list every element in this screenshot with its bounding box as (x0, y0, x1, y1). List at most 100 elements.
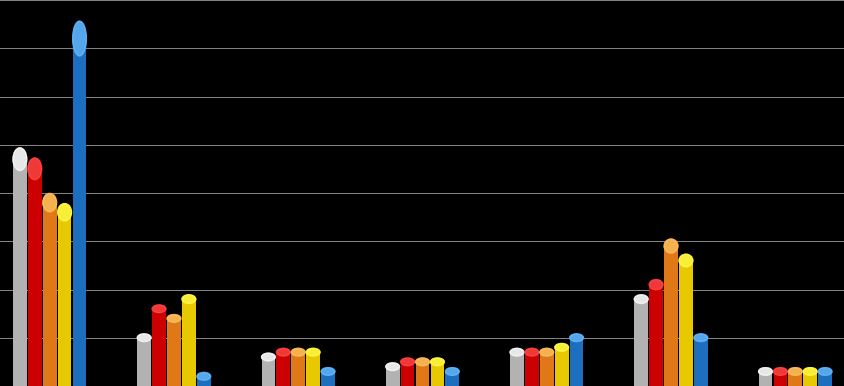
Ellipse shape (57, 203, 72, 221)
Ellipse shape (167, 315, 181, 322)
Ellipse shape (787, 367, 801, 375)
Ellipse shape (197, 372, 210, 380)
Ellipse shape (445, 367, 458, 375)
Bar (306, 352, 320, 386)
Ellipse shape (262, 353, 275, 361)
Ellipse shape (648, 279, 663, 290)
Ellipse shape (648, 279, 663, 290)
Ellipse shape (262, 353, 275, 361)
Bar (400, 362, 414, 386)
Ellipse shape (679, 254, 692, 267)
Ellipse shape (181, 295, 196, 303)
Ellipse shape (152, 305, 165, 313)
Bar (386, 367, 399, 386)
Ellipse shape (321, 367, 334, 375)
Ellipse shape (445, 367, 458, 375)
Ellipse shape (555, 344, 568, 351)
Ellipse shape (803, 367, 816, 375)
Bar (663, 246, 677, 386)
Ellipse shape (772, 367, 787, 375)
Bar (539, 352, 553, 386)
Ellipse shape (57, 203, 72, 221)
Bar (43, 203, 57, 386)
Ellipse shape (28, 158, 41, 180)
Ellipse shape (386, 363, 399, 371)
Ellipse shape (73, 21, 86, 56)
Bar (803, 371, 816, 386)
Ellipse shape (758, 367, 771, 375)
Bar (445, 371, 458, 386)
Bar (181, 299, 196, 386)
Ellipse shape (167, 315, 181, 322)
Ellipse shape (400, 358, 414, 366)
Bar (772, 371, 787, 386)
Bar (524, 352, 538, 386)
Bar (693, 338, 706, 386)
Ellipse shape (430, 358, 444, 366)
Ellipse shape (28, 158, 41, 180)
Ellipse shape (803, 367, 816, 375)
Bar (321, 371, 334, 386)
Bar (555, 347, 568, 386)
Ellipse shape (291, 348, 305, 356)
Ellipse shape (415, 358, 429, 366)
Bar (415, 362, 429, 386)
Bar (167, 318, 181, 386)
Bar (430, 362, 444, 386)
Ellipse shape (817, 367, 831, 375)
Ellipse shape (758, 367, 771, 375)
Ellipse shape (306, 348, 320, 356)
Ellipse shape (693, 334, 707, 342)
Ellipse shape (43, 193, 57, 212)
Bar (291, 352, 305, 386)
Ellipse shape (510, 348, 523, 356)
Ellipse shape (13, 148, 27, 171)
Ellipse shape (137, 334, 151, 342)
Ellipse shape (152, 305, 165, 313)
Ellipse shape (400, 358, 414, 366)
Bar (510, 352, 523, 386)
Ellipse shape (415, 358, 429, 366)
Ellipse shape (291, 348, 305, 356)
Ellipse shape (321, 367, 334, 375)
Ellipse shape (693, 334, 707, 342)
Ellipse shape (539, 348, 553, 356)
Bar (197, 376, 210, 386)
Bar (634, 299, 647, 386)
Ellipse shape (13, 148, 27, 171)
Bar (57, 212, 72, 386)
Ellipse shape (663, 239, 677, 253)
Bar (569, 338, 582, 386)
Ellipse shape (772, 367, 787, 375)
Ellipse shape (73, 21, 86, 56)
Ellipse shape (43, 193, 57, 212)
Ellipse shape (679, 254, 692, 267)
Ellipse shape (386, 363, 399, 371)
Ellipse shape (306, 348, 320, 356)
Bar (648, 285, 663, 386)
Ellipse shape (137, 334, 151, 342)
Ellipse shape (663, 239, 677, 253)
Ellipse shape (569, 334, 582, 342)
Ellipse shape (569, 334, 582, 342)
Ellipse shape (634, 295, 647, 303)
Bar (73, 39, 86, 386)
Ellipse shape (539, 348, 553, 356)
Ellipse shape (787, 367, 801, 375)
Ellipse shape (510, 348, 523, 356)
Ellipse shape (181, 295, 196, 303)
Bar (758, 371, 771, 386)
Ellipse shape (634, 295, 647, 303)
Ellipse shape (524, 348, 538, 356)
Bar (13, 159, 27, 386)
Ellipse shape (197, 372, 210, 380)
Ellipse shape (276, 348, 289, 356)
Bar (262, 357, 275, 386)
Ellipse shape (276, 348, 289, 356)
Bar (679, 261, 692, 386)
Bar (817, 371, 831, 386)
Ellipse shape (524, 348, 538, 356)
Bar (152, 309, 165, 386)
Bar (137, 338, 151, 386)
Ellipse shape (430, 358, 444, 366)
